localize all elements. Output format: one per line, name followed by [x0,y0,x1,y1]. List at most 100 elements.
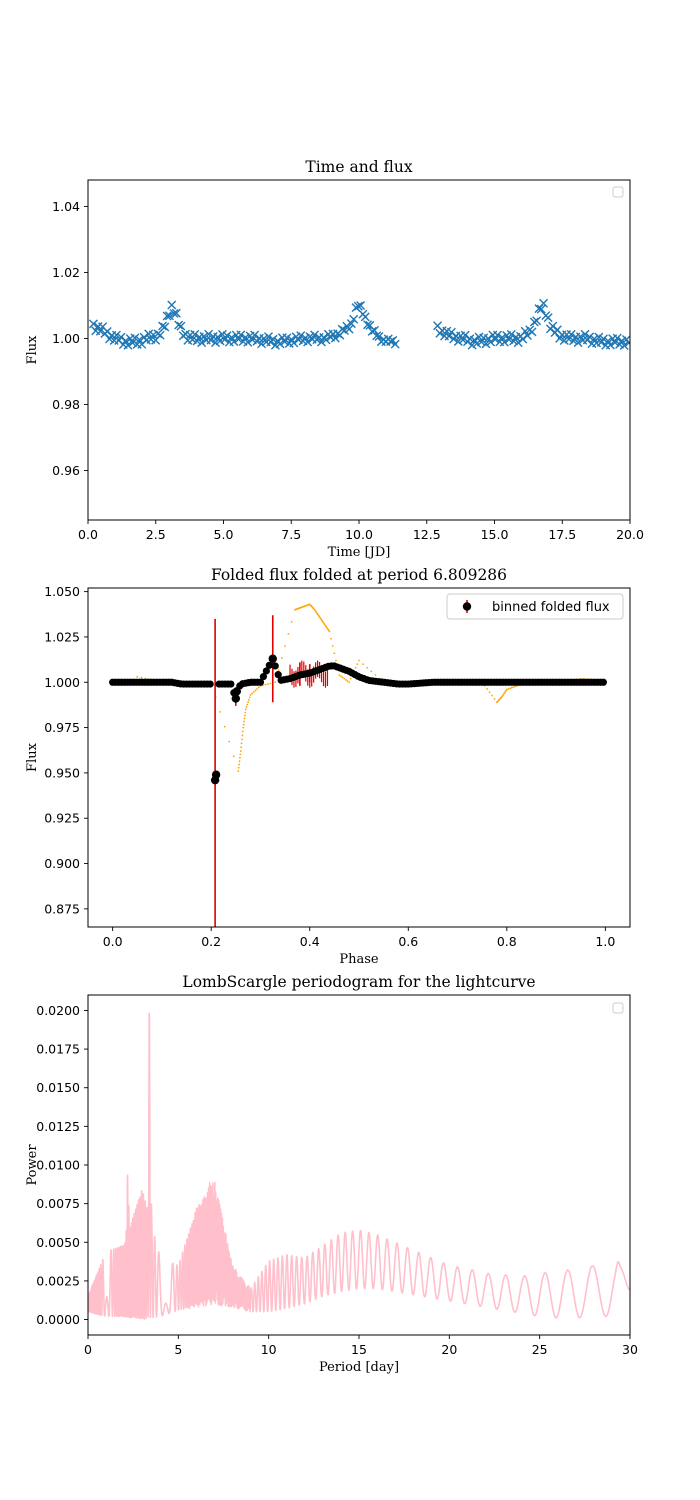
raw-point [269,682,272,685]
data-point [160,322,170,332]
data-point [543,313,553,323]
data-point [356,300,366,310]
raw-point [354,666,357,669]
raw-point [333,652,336,655]
raw-point [274,681,277,684]
y-tick-label: 0.0200 [36,1003,80,1018]
data-point [169,308,179,318]
raw-point [346,680,349,682]
raw-point [247,701,250,704]
data-point [111,330,121,340]
x-tick-label: 20.0 [616,527,644,542]
x-tick-label: 12.5 [413,527,441,542]
data-point [155,330,165,340]
y-tick-label: 0.98 [52,397,80,412]
x-tick-label: 1.0 [595,934,615,949]
data-point [360,312,370,322]
raw-point [507,688,510,690]
legend [612,186,624,198]
raw-point [237,770,240,772]
data-point [257,339,267,349]
data-point [506,329,516,339]
y-tick-label: 0.950 [44,765,80,780]
data-point [589,334,599,344]
data-point [580,329,590,339]
raw-point [287,633,290,635]
plot-frame [87,587,631,928]
raw-point [252,691,255,693]
data-point [263,332,273,342]
plot-frame [87,179,631,521]
raw-point [358,659,360,662]
data-point [610,338,620,348]
data-point [390,339,400,349]
y-tick-label: 0.0150 [36,1080,80,1095]
y-tick-label: 0.0050 [36,1235,80,1250]
y-tick-label: 0.0125 [36,1119,80,1134]
binned-point [206,680,214,688]
x-tick-label: 17.5 [548,527,576,542]
y-tick-label: 0.0100 [36,1158,80,1173]
raw-point [257,686,260,689]
raw-point [256,688,259,690]
y-tick-label: 1.04 [52,199,80,214]
y-axis-label: Flux [25,335,40,365]
data-point [353,301,363,311]
data-point [573,338,583,348]
x-tick-label: 2.5 [146,527,166,542]
raw-point [264,683,267,686]
data-point [513,338,523,348]
raw-point [488,691,491,694]
raw-point [328,630,331,633]
data-point [476,337,486,347]
data-point [197,338,207,348]
raw-point [510,686,513,689]
data-point [522,330,532,340]
y-tick-label: 0.0000 [36,1312,80,1327]
raw-point [340,675,342,678]
raw-point [244,711,247,714]
raw-point [242,723,245,726]
x-axis-label: Phase [339,952,379,967]
chart-title: Time and flux [305,158,412,176]
data-point [386,336,396,346]
data-point [344,324,354,334]
x-tick-label: 25 [532,1342,548,1357]
data-point [234,334,244,344]
raw-point [370,670,373,673]
binned-point [211,770,221,779]
x-tick-label: 5 [174,1342,182,1357]
x-tick-label: 20 [441,1342,457,1357]
y-tick-label: 1.00 [52,331,80,346]
raw-point [248,696,251,699]
data-point [227,333,237,343]
x-tick-label: 15.0 [481,527,509,542]
data-point [303,337,313,347]
raw-point [248,698,250,701]
data-point [174,320,184,330]
data-point [603,336,613,346]
raw-point [254,689,257,692]
raw-point [366,666,369,669]
data-point [158,321,168,331]
raw-point [491,694,493,697]
y-tick-label: 1.000 [44,675,80,690]
data-point [121,336,131,346]
y-axis-label: Power [25,1144,40,1186]
raw-point [237,766,240,769]
data-point [594,332,604,342]
binned-point [232,687,242,696]
x-tick-label: 10.0 [345,527,373,542]
data-point [243,337,253,347]
data-point [486,337,496,347]
raw-point [335,659,337,662]
data-point [190,329,200,339]
raw-point [228,740,231,743]
y-tick-label: 0.925 [44,811,80,826]
raw-point [232,755,235,758]
y-tick-label: 0.0075 [36,1196,80,1211]
y-tick-label: 1.025 [44,629,80,644]
raw-point [244,708,247,711]
raw-point [241,738,243,741]
